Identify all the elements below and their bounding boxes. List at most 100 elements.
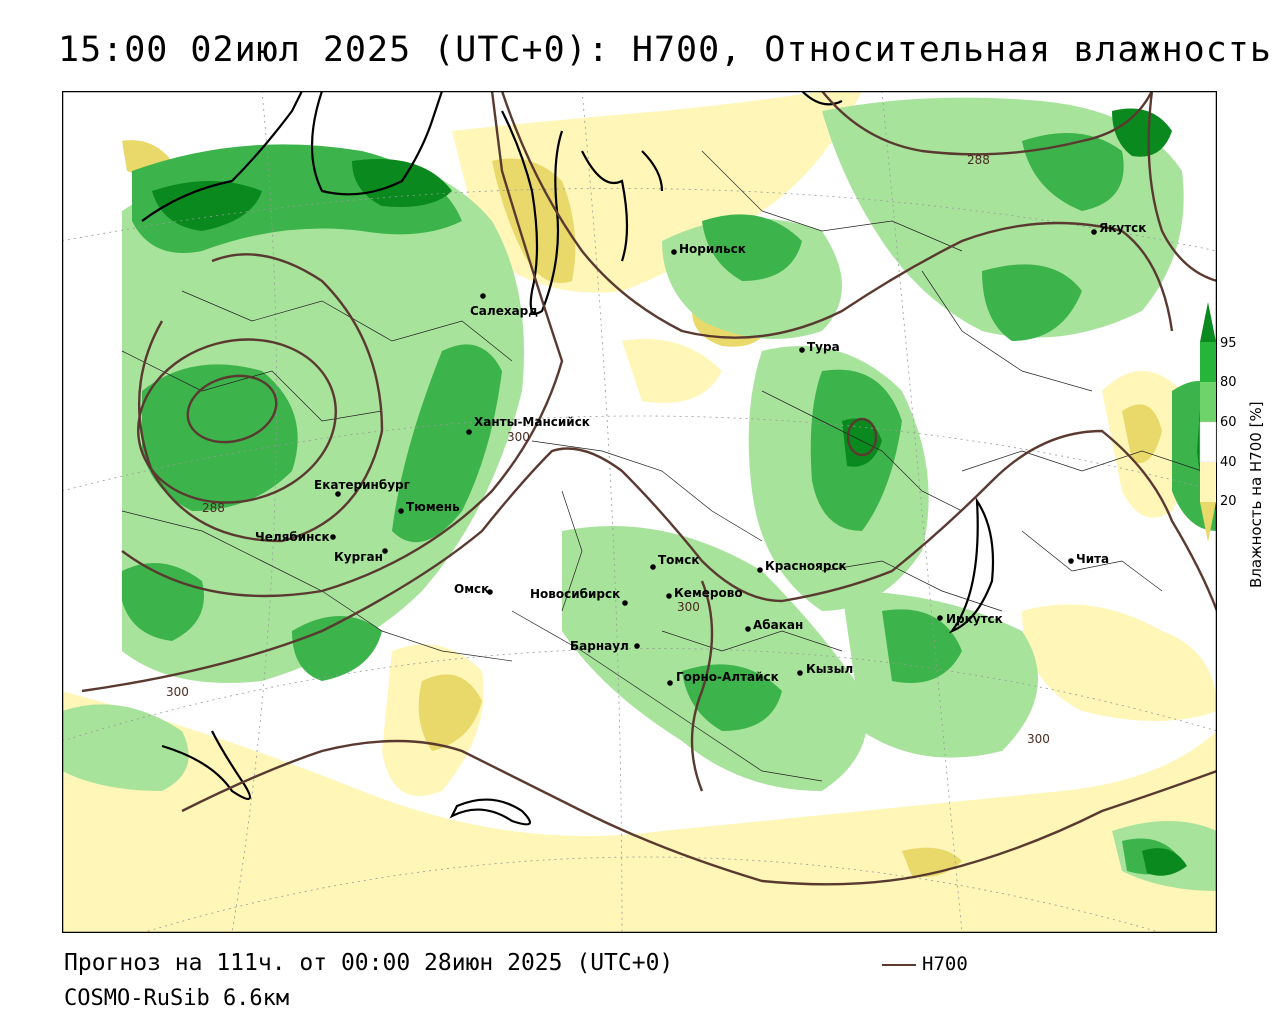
contour-label: 300: [677, 600, 700, 614]
city-kurgan: Курган: [334, 548, 388, 564]
contour-288-north: [821, 91, 1154, 156]
colorbar-tick: 20: [1220, 494, 1237, 509]
city-label: Якутск: [1099, 221, 1146, 235]
city-marker: [480, 293, 486, 299]
contour-south-arc: [690, 580, 714, 792]
city-marker: [937, 615, 943, 621]
colorbar-tick: 60: [1220, 415, 1237, 430]
colorbar-band-60: [1199, 421, 1217, 463]
contour-label: 300: [507, 430, 530, 444]
contour-label: 300: [1027, 732, 1050, 746]
city-kyzyl: Кызыл: [797, 662, 853, 676]
city-marker: [382, 548, 388, 554]
city-marker: [666, 593, 672, 599]
city-marker: [330, 534, 336, 540]
coastlines: [141, 91, 995, 826]
city-abakan: Абакан: [745, 618, 803, 632]
city-marker: [799, 347, 805, 353]
humid-areas: [62, 97, 1217, 891]
city-label: Омск: [454, 582, 489, 596]
city-barnaul: Барнаул: [570, 639, 640, 653]
h700-legend-line: [882, 964, 916, 966]
colorbar-band-95: [1200, 342, 1216, 382]
city-marker: [757, 567, 763, 573]
city-tura: Тура: [799, 340, 840, 354]
colorbar-tick: 95: [1220, 336, 1237, 351]
contour-300-south: [81, 429, 1217, 693]
forecast-info: Прогноз на 111ч. от 00:00 28июн 2025 (UT…: [64, 950, 674, 976]
city-label: Курган: [334, 550, 383, 564]
city-marker: [1091, 229, 1097, 235]
city-yakutsk: Якутск: [1091, 221, 1146, 235]
city-yekaterinburg: Екатеринбург: [314, 478, 410, 497]
city-label: Екатеринбург: [314, 478, 410, 492]
city-label: Кемерово: [674, 586, 743, 600]
city-label: Томск: [658, 553, 700, 567]
weather-map: 288 300 288 300 300 300 Норильск Якутск …: [62, 91, 1217, 933]
city-label: Кызыл: [806, 662, 853, 676]
colorbar-tick: 80: [1220, 375, 1237, 390]
city-salekhard: Салехард: [470, 293, 538, 318]
moist-areas: [122, 133, 1217, 875]
city-label: Новосибирск: [530, 587, 620, 601]
city-kemerovo: Кемерово: [666, 586, 743, 600]
city-label: Чита: [1076, 552, 1109, 566]
city-marker: [634, 643, 640, 649]
city-label: Салехард: [470, 304, 538, 318]
city-chita: Чита: [1068, 552, 1109, 566]
city-irkutsk: Иркутск: [937, 612, 1003, 626]
city-label: Абакан: [753, 618, 803, 632]
colorbar-band-40: [1200, 462, 1216, 502]
city-marker: [667, 680, 673, 686]
city-label: Норильск: [679, 242, 746, 256]
contour-labels: 288 300 288 300 300 300: [166, 153, 1050, 746]
contour-north: [500, 91, 1174, 339]
contour-label: 288: [202, 501, 225, 515]
map-title: 15:00 02июл 2025 (UTC+0): H700, Относите…: [58, 30, 1272, 70]
city-marker: [398, 508, 404, 514]
city-label: Ханты-Мансийск: [474, 415, 590, 429]
city-marker: [622, 600, 628, 606]
city-marker: [650, 564, 656, 570]
low-pressure-center: [186, 374, 278, 444]
city-norilsk: Норильск: [671, 242, 746, 256]
city-marker: [487, 589, 493, 595]
contour-label: 300: [166, 685, 189, 699]
colorbar-band-80: [1200, 382, 1216, 422]
high-center: [846, 417, 878, 457]
city-marker: [671, 249, 677, 255]
low-pressure-ring: [137, 338, 337, 504]
city-tomsk: Томск: [650, 553, 700, 570]
contour-south-low: [181, 739, 1217, 886]
contour-label: 288: [967, 153, 990, 167]
h700-contours: [81, 91, 1217, 886]
city-novosibirsk: Новосибирск: [530, 587, 628, 606]
colorbar-bottom-triangle: [1200, 502, 1216, 542]
city-marker: [335, 491, 341, 497]
h700-legend-label: H700: [922, 953, 968, 975]
region-borders: [121, 150, 1203, 782]
city-label: Красноярск: [765, 559, 847, 573]
city-label: Барнаул: [570, 639, 629, 653]
city-label: Тура: [807, 340, 840, 354]
city-tyumen: Тюмень: [398, 500, 460, 514]
city-marker: [1068, 558, 1074, 564]
contour-288-west: [138, 253, 384, 543]
city-label: Челябинск: [255, 530, 330, 544]
city-label: Горно-Алтайск: [676, 670, 779, 684]
contour-300-west: [121, 91, 564, 598]
colorbar: [1199, 302, 1217, 542]
city-gorno-altaysk: Горно-Алтайск: [667, 670, 779, 686]
colorbar-top-triangle: [1200, 302, 1216, 342]
city-krasnoyarsk: Красноярск: [757, 559, 847, 573]
city-marker: [466, 429, 472, 435]
colorbar-title: Влажность на H700 [%]: [1247, 401, 1265, 588]
city-marker: [745, 626, 751, 632]
city-chelyabinsk: Челябинск: [255, 530, 336, 544]
model-name: COSMO-RuSib 6.6км: [64, 986, 290, 1011]
colorbar-tick: 40: [1220, 455, 1237, 470]
cities: Норильск Якутск Салехард Тура Ханты-Манс…: [255, 221, 1146, 686]
city-khanty-mansiysk: Ханты-Мансийск: [466, 415, 590, 435]
city-omsk: Омск: [454, 582, 493, 596]
graticule: [62, 91, 1217, 933]
